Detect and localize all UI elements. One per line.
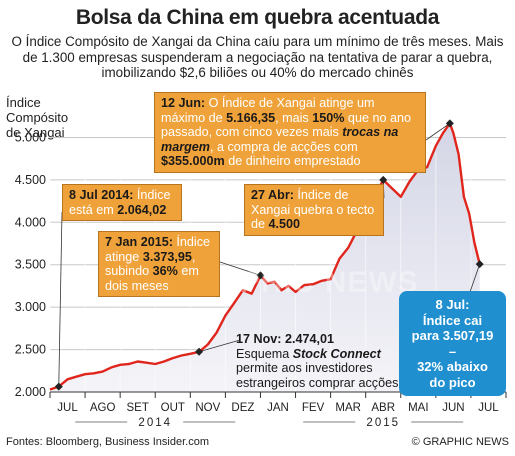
annotation-apr27: 27 Abr: Índice de Xangai quebra o tecto …: [244, 184, 384, 236]
x-tick-label: SET: [127, 402, 149, 414]
markers: [54, 119, 484, 391]
marker-jul8-2014: [54, 382, 63, 391]
y-tick-label: 4.000: [15, 215, 46, 229]
annotation-jun12: 12 Jun: O Índice de Xangai atinge um máx…: [154, 92, 426, 173]
x-tick-label: DEZ: [231, 402, 254, 414]
marker-jan7-2015: [256, 271, 265, 280]
y-tick-label: 2.000: [15, 385, 46, 399]
marker-jun12-leader: [425, 123, 451, 141]
x-tick-label: JUL: [478, 402, 499, 414]
ticks: 2.000 2.500 3.000 3.500 4.000 4.500 5.000 JUL AG…: [15, 130, 507, 429]
annotation-jan7-2015: 7 Jan 2015: Índice atinge 3.373,95, subi…: [98, 231, 220, 297]
marker-apr27: [379, 175, 388, 184]
y-tick-label: 4.500: [15, 173, 46, 187]
chart-subtitle: O Índice Compósito de Xangai da China ca…: [11, 34, 504, 80]
x-tick-label: FEV: [302, 402, 325, 414]
x-tick-label: MAI: [408, 402, 428, 414]
y-axis-label: Índice Compósito de Xangai: [6, 95, 69, 140]
y-tick-label: 5.000: [15, 130, 46, 144]
credit: © GRAPHIC NEWS: [411, 436, 509, 448]
x-tick-label: MAR: [335, 402, 361, 414]
marker-jul8-leader: [469, 264, 481, 293]
series-line: [49, 122, 481, 391]
area: [49, 122, 507, 393]
area-fill: [50, 123, 480, 393]
x-tick-label: JUN: [442, 402, 464, 414]
marker-nov17-leader: [198, 339, 241, 353]
x-tick-label: ABR: [371, 402, 395, 414]
x-tick-label: OUT: [161, 402, 185, 414]
y-tick-label: 3.500: [15, 258, 46, 272]
annotation-jul8-2014: 8 Jul 2014: Índice está em 2.064,02: [62, 184, 182, 221]
x-tick-label: AGO: [90, 402, 116, 414]
marker-jul8: [475, 260, 484, 269]
marker-jan7-2015-leader: [219, 261, 261, 276]
callout-jul8: 8 Jul: Índice cai para 3.507,19 – 32% ab…: [399, 291, 506, 396]
x-tick-label: JUL: [57, 402, 78, 414]
year-label: 2015: [366, 417, 400, 429]
x-tick-label: JAN: [267, 402, 289, 414]
year-label: 2014: [138, 417, 172, 429]
marker-jun12: [445, 119, 454, 128]
annotation-nov17: 17 Nov: 2.474,01 Esquema Stock Connect p…: [236, 332, 399, 390]
chart-title: Bolsa da China em quebra acentuada: [75, 6, 440, 29]
y-tick-label: 3.000: [15, 300, 46, 314]
x-tick-label: NOV: [195, 402, 220, 414]
sources: Fontes: Bloomberg, Business Insider.com: [6, 436, 209, 448]
y-tick-label: 2.500: [15, 343, 46, 357]
marker-nov17: [195, 347, 204, 356]
marker-jul8-2014-leader: [58, 211, 63, 387]
